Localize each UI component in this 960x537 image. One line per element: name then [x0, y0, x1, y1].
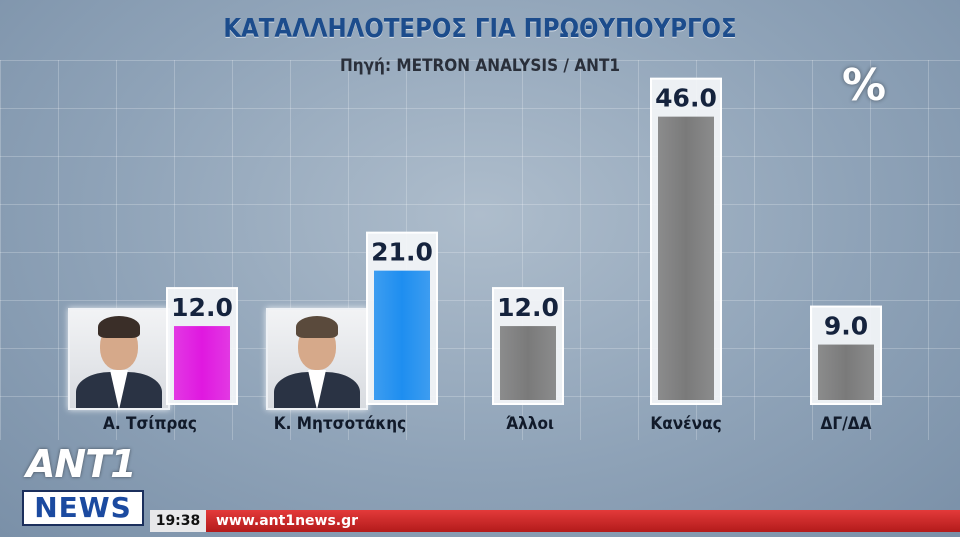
value-label-none: 46.0 — [655, 84, 717, 113]
value-label-dkna: 9.0 — [824, 312, 868, 341]
value-label-tsipras: 12.0 — [171, 293, 233, 322]
logo-ant1-text: ANT1 — [26, 442, 137, 486]
unit-label: % — [842, 60, 887, 111]
category-label-tsipras: Α. Τσίπρας — [103, 414, 197, 434]
category-label-dkna: ΔΓ/ΔΑ — [820, 414, 872, 434]
bar-others — [500, 326, 556, 400]
news-ticker: 19:38 www.ant1news.gr — [150, 510, 960, 532]
category-label-others: Άλλοι — [505, 414, 555, 434]
logo-news-text: NEWS — [22, 490, 144, 526]
portrait-mitsotakis — [266, 308, 368, 410]
bar-mitsotakis — [374, 270, 430, 400]
ant1-news-logo: ANT1 NEWS — [20, 440, 148, 532]
portrait-tsipras — [68, 308, 170, 410]
ticker-time: 19:38 — [150, 510, 206, 532]
chart-source: Πηγή: METRON ANALYSIS / ANT1 — [339, 56, 621, 76]
ticker-url: www.ant1news.gr — [216, 513, 359, 529]
value-label-mitsotakis: 21.0 — [371, 238, 433, 267]
category-label-mitsotakis: Κ. Μητσοτάκης — [273, 414, 407, 434]
value-label-others: 12.0 — [497, 293, 559, 322]
bar-dkna — [818, 344, 874, 400]
category-label-none: Κανένας — [650, 414, 722, 434]
bar-none — [658, 116, 714, 400]
bar-tsipras — [174, 326, 230, 400]
chart-title: ΚΑΤΑΛΛΗΛΟΤΕΡΟΣ ΓΙΑ ΠΡΩΘΥΠΟΥΡΓΟΣ — [223, 14, 737, 44]
